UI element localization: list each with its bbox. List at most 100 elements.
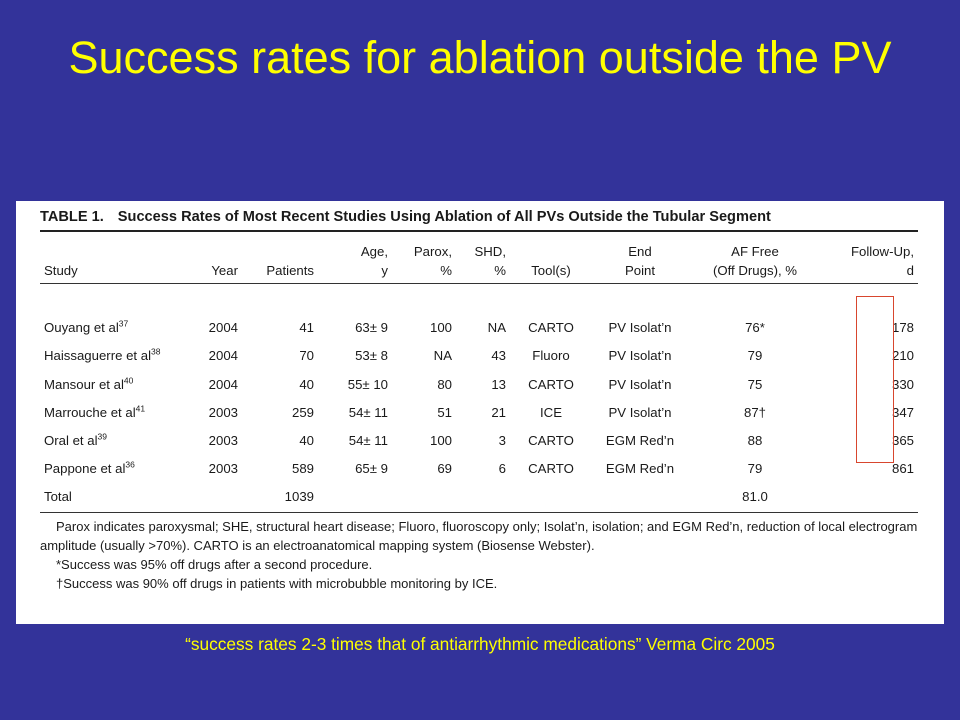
footnote-abbreviations: Parox indicates paroxysmal; SHE, structu…	[40, 518, 918, 553]
reference-number: 39	[97, 431, 107, 442]
slide-caption: “success rates 2-3 times that of antiarr…	[185, 634, 775, 654]
col-header-year: Year	[211, 263, 238, 278]
total-af-free: 81.0	[742, 489, 768, 505]
col-header-tools: Tool(s)	[531, 263, 571, 278]
table-row: Haissaguerre et al38 2004 70 53± 8 NA 43 Fluor…	[40, 342, 918, 370]
cell-year: 2004	[208, 376, 238, 392]
table-body: Ouyang et al37 2004 41 63± 9 100 NA CARTO PV Is…	[40, 312, 918, 483]
reference-number: 38	[151, 347, 161, 358]
cell-parox: NA	[433, 348, 452, 364]
table-bottom-rule	[40, 511, 918, 513]
total-row: Total 1039 81.0	[40, 483, 918, 511]
col-header-shd: SHD,%	[474, 244, 506, 278]
cell-followup: 861	[891, 461, 914, 477]
cell-study: Ouyang et al37	[40, 312, 188, 342]
cell-study: Mansour et al40	[40, 371, 188, 399]
cell-study: Pappone et al36	[40, 455, 188, 483]
cell-year: 2003	[208, 404, 238, 420]
table-top-rule	[40, 230, 918, 232]
cell-age: 63± 9	[355, 320, 388, 336]
cell-patients: 70	[299, 348, 314, 364]
study-name: Mansour et al	[44, 376, 124, 392]
study-name: Ouyang et al	[44, 320, 119, 336]
cell-study: Oral et al39	[40, 427, 188, 455]
cell-tools: CARTO	[528, 320, 574, 336]
study-name: Marrouche et al	[44, 404, 136, 420]
cell-shd: 6	[498, 461, 506, 477]
cell-shd: NA	[487, 320, 506, 336]
cell-shd: 13	[491, 376, 506, 392]
col-header-parox: Parox,%	[413, 244, 452, 278]
cell-endpoint: PV Isolat’n	[608, 348, 672, 364]
cell-af-free: 79	[747, 348, 763, 364]
cell-endpoint: EGM Red’n	[605, 461, 675, 477]
cell-study: Haissaguerre et al38	[40, 342, 188, 370]
cell-year: 2004	[208, 320, 238, 336]
cell-af-free: 87†	[743, 404, 766, 420]
cell-tools: CARTO	[528, 461, 574, 477]
cell-patients: 589	[291, 461, 314, 477]
cell-followup: 210	[891, 348, 914, 364]
cell-tools: ICE	[540, 404, 562, 420]
table-label: TABLE 1.	[40, 209, 104, 225]
table-title: Success Rates of Most Recent Studies Usi…	[117, 209, 771, 225]
results-table: Study Year Patients Age, y Parox,% SHD,% …	[40, 232, 918, 512]
table-row: Oral et al39 2003 40 54± 11 100 3 CARTO EGM Red…	[40, 427, 918, 455]
cell-followup: 178	[891, 320, 914, 336]
cell-shd: 3	[498, 433, 506, 449]
cell-year: 2003	[208, 433, 238, 449]
cell-age: 54± 11	[348, 404, 388, 420]
cell-followup: 347	[891, 404, 914, 420]
cell-tools: CARTO	[528, 376, 574, 392]
cell-followup: 365	[891, 433, 914, 449]
cell-patients: 40	[299, 433, 314, 449]
col-header-followup: Follow-Up, d	[850, 244, 914, 278]
cell-af-free: 79	[747, 461, 763, 477]
table-row: Ouyang et al37 2004 41 63± 9 100 NA CARTO PV Is…	[40, 312, 918, 342]
cell-age: 65± 9	[355, 461, 388, 477]
slide-title: Success rates for ablation outside the P…	[68, 32, 892, 83]
reference-number: 41	[135, 403, 146, 414]
cell-parox: 69	[437, 461, 452, 477]
cell-tools: CARTO	[528, 433, 574, 449]
cell-year: 2004	[208, 348, 238, 364]
cell-age: 55± 10	[347, 376, 388, 392]
cell-study: Marrouche et al41	[40, 399, 188, 427]
cell-tools: Fluoro	[532, 348, 570, 364]
cell-patients: 40	[299, 376, 314, 392]
cell-af-free: 75	[747, 376, 763, 392]
study-name: Oral et al	[44, 433, 98, 449]
header-rule	[40, 283, 918, 313]
table-row: Pappone et al36 2003 589 65± 9 69 6 CARTO EGM R…	[40, 455, 918, 483]
cell-shd: 43	[491, 348, 506, 364]
table-row: Marrouche et al41 2003 259 54± 11 51 21 ICE PV …	[40, 399, 918, 427]
cell-parox: 80	[437, 376, 452, 392]
cell-endpoint: PV Isolat’n	[608, 404, 672, 420]
table-caption: TABLE 1. Success Rates of Most Recent Stu…	[40, 209, 918, 225]
cell-endpoint: PV Isolat’n	[608, 376, 672, 392]
cell-patients: 41	[299, 320, 314, 336]
cell-age: 54± 11	[348, 433, 388, 449]
total-patients: 1039	[284, 489, 314, 505]
cell-patients: 259	[291, 404, 314, 420]
cell-endpoint: PV Isolat’n	[608, 320, 672, 336]
cell-year: 2003	[208, 461, 238, 477]
cell-parox: 100	[429, 320, 452, 336]
cell-followup: 330	[891, 376, 914, 392]
col-header-age: Age, y	[360, 244, 388, 278]
cell-shd: 21	[491, 404, 506, 420]
footnote-dagger: †Success was 90% off drugs in patients w…	[56, 576, 498, 592]
col-header-patients: Patients	[266, 263, 314, 278]
col-header-af-free: AF Free (Off Drugs), %	[712, 244, 798, 278]
cell-age: 53± 8	[355, 348, 388, 364]
total-label: Total	[44, 489, 72, 505]
reference-number: 37	[118, 318, 129, 329]
reference-number: 40	[123, 375, 134, 386]
table-footnotes: Parox indicates paroxysmal; SHE, structu…	[40, 513, 918, 594]
cell-af-free: 76*	[745, 320, 765, 336]
cell-parox: 51	[437, 404, 452, 420]
header-row: Study Year Patients Age, y Parox,% SHD,% …	[40, 232, 918, 284]
study-name: Pappone et al	[44, 461, 126, 477]
col-header-endpoint: End Point	[624, 244, 656, 278]
footnote-star: *Success was 95% off drugs after a secon…	[56, 556, 373, 572]
